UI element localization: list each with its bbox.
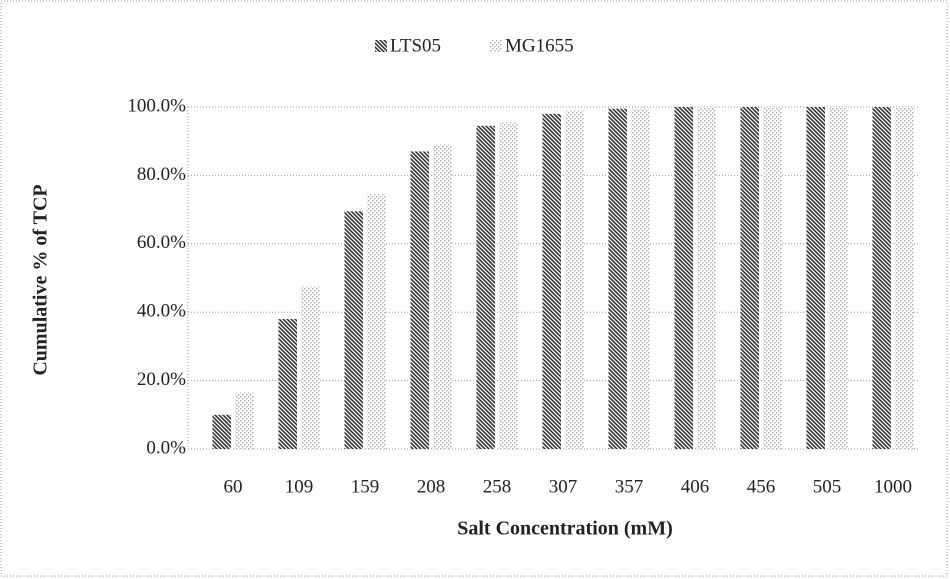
- bar: [895, 107, 914, 449]
- bar: [499, 122, 518, 449]
- bar: [829, 107, 848, 449]
- y-tick-label: 60.0%: [137, 232, 186, 253]
- bar: [740, 107, 759, 449]
- bar: [542, 113, 561, 449]
- bar: [235, 392, 254, 449]
- legend-label: LTS05: [390, 35, 441, 56]
- bar: [697, 107, 716, 449]
- bar: [212, 414, 231, 449]
- y-tick-label: 0.0%: [146, 437, 186, 458]
- x-tick-label: 60: [224, 476, 243, 497]
- legend-swatch: [490, 40, 502, 52]
- bar: [608, 108, 627, 450]
- x-tick-label: 208: [417, 476, 446, 497]
- bar: [631, 108, 650, 450]
- y-tick-label: 80.0%: [137, 164, 186, 185]
- bar: [301, 286, 320, 449]
- x-tick-label: 159: [351, 476, 380, 497]
- legend-label: MG1655: [505, 35, 574, 56]
- bar: [565, 110, 584, 450]
- x-tick-label: 109: [285, 476, 314, 497]
- bar: [278, 319, 297, 449]
- y-axis-title: Cumulative % of TCP: [30, 184, 52, 375]
- x-tick-label: 307: [549, 476, 578, 497]
- y-tick-label: 20.0%: [137, 369, 186, 390]
- bar: [806, 107, 825, 449]
- bar: [344, 211, 363, 449]
- legend-swatch: [375, 40, 387, 52]
- bar: [410, 151, 429, 449]
- bar: [433, 144, 452, 449]
- bar: [367, 194, 386, 449]
- y-tick-label: 100.0%: [127, 95, 186, 116]
- x-tick-label: 505: [813, 476, 842, 497]
- x-tick-label: 357: [615, 476, 644, 497]
- x-tick-label: 1000: [874, 476, 912, 497]
- bar: [872, 107, 891, 449]
- y-tick-label: 40.0%: [137, 301, 186, 322]
- bar: [763, 107, 782, 449]
- bar: [674, 107, 693, 449]
- x-tick-label: 406: [681, 476, 710, 497]
- x-tick-label: 258: [483, 476, 512, 497]
- x-tick-label: 456: [747, 476, 776, 497]
- bar: [476, 125, 495, 449]
- x-axis-title: Salt Concentration (mM): [457, 518, 673, 540]
